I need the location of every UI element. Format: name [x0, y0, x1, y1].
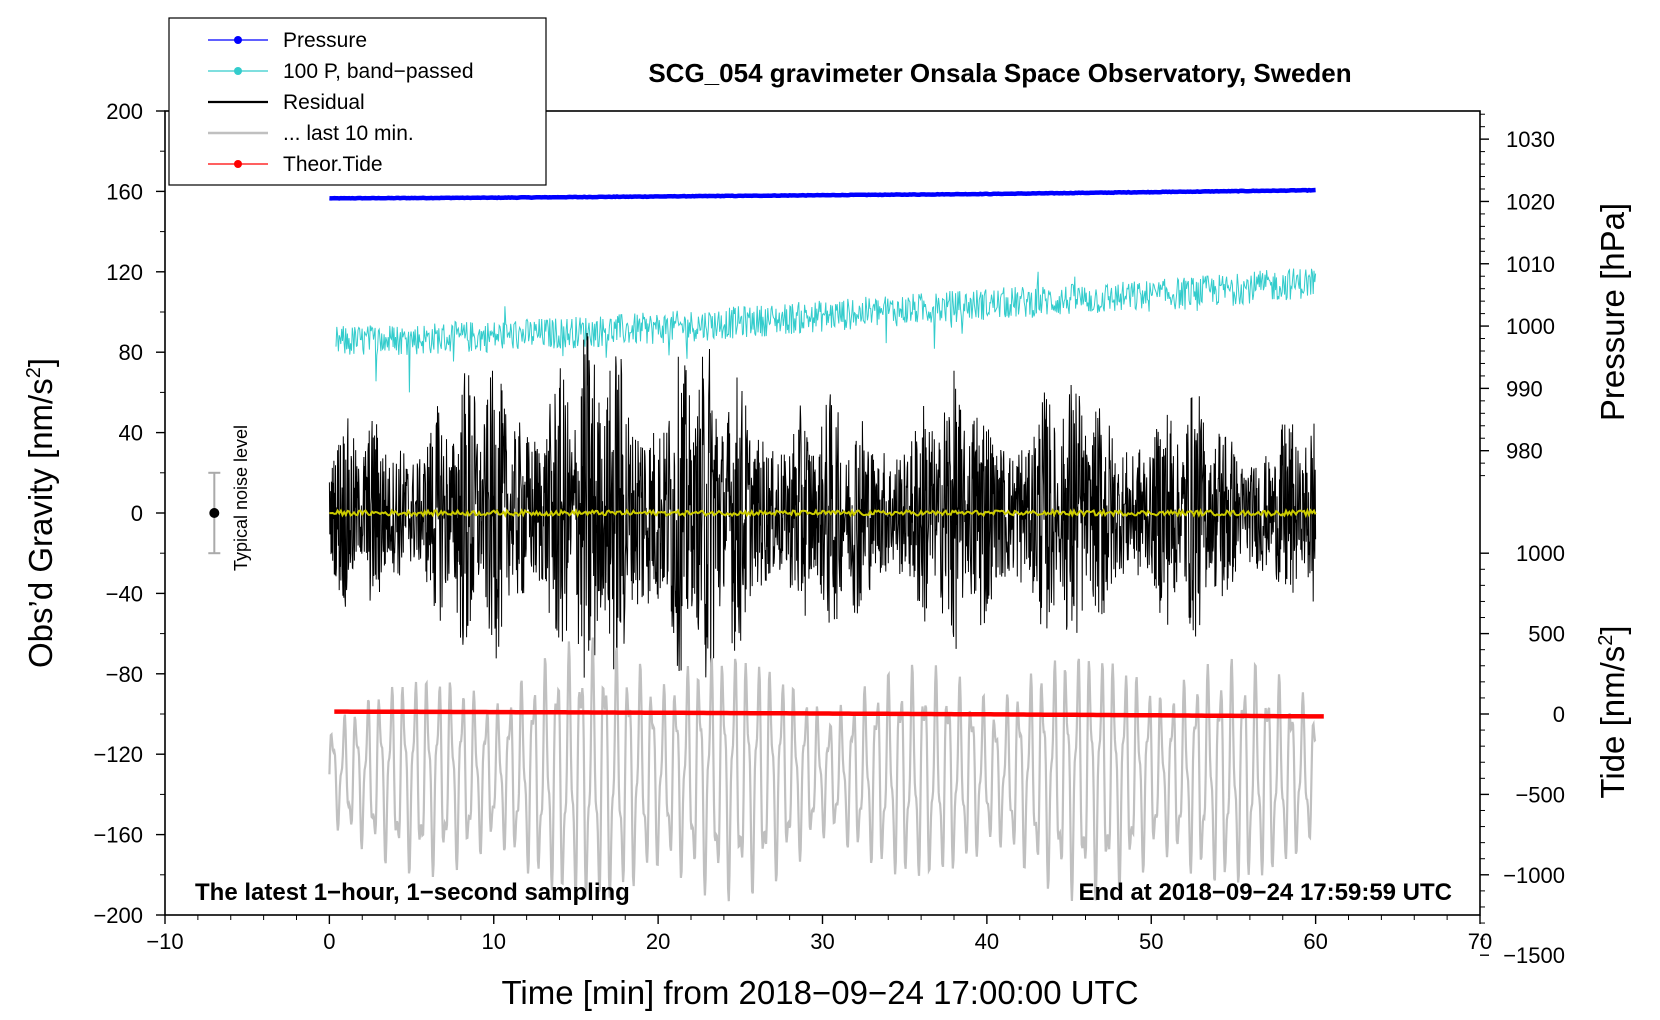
y-tick-label: 120 [106, 260, 143, 285]
pressure-series [329, 187, 1316, 201]
x-tick-label: 20 [646, 929, 670, 954]
tide-axis-title-sup: 2 [1595, 635, 1617, 646]
chart-title: SCG_054 gravimeter Onsala Space Observat… [648, 58, 1351, 88]
legend-label: Pressure [283, 29, 367, 52]
y-tick-label: −120 [93, 742, 143, 767]
legend-swatch-marker [234, 160, 242, 168]
y-tick-label: 200 [106, 99, 143, 124]
tide-tick-label: −500 [1515, 782, 1565, 807]
y-tick-label: 0 [131, 501, 143, 526]
pressure-tick-label: 980 [1506, 439, 1543, 464]
pressure-line [329, 187, 1316, 201]
legend-label: Theor.Tide [283, 153, 383, 176]
sampling-annotation: The latest 1−hour, 1−second sampling [195, 879, 630, 906]
y-axis-title-close: ] [22, 358, 59, 367]
noise-bar-dot [209, 508, 220, 518]
y-tick-label: 160 [106, 179, 143, 204]
residual-series [328, 332, 1317, 686]
bandpassed-line [335, 268, 1317, 393]
y-tick-label: 80 [119, 340, 143, 365]
legend-swatch-marker [234, 67, 242, 75]
legend-label: 100 P, band−passed [283, 60, 474, 83]
pressure-tick-label: 1010 [1506, 252, 1555, 277]
x-tick-label: 50 [1139, 929, 1163, 954]
pressure-tick-label: 990 [1506, 376, 1543, 401]
tide-axis-title: Tide [nm/s2] [1594, 625, 1631, 798]
tide-axis-title-close: ] [1594, 625, 1631, 634]
x-tick-label: 70 [1468, 929, 1492, 954]
theoretical-tide-series [334, 709, 1324, 719]
last-10-min-series [328, 637, 1317, 902]
residual-line [328, 332, 1317, 686]
y-tick-label: −200 [93, 903, 143, 928]
y-tick-label: −80 [106, 662, 143, 687]
y-tick-label: −40 [106, 581, 143, 606]
y-axis-pressure: 980 990 1000 1010 1020 1030 [1480, 113, 1555, 477]
y-axis-title-main: Obs’d Gravity [nm/s [22, 378, 59, 668]
y-axis-title-sup: 2 [23, 367, 45, 378]
pressure-tick-label: 1000 [1506, 314, 1555, 339]
x-tick-label: 60 [1303, 929, 1327, 954]
y-tick-label: −160 [93, 823, 143, 848]
y-axis-tide: −1500 −1000 −500 0 500 1000 [1480, 541, 1565, 968]
y-axis-title: Obs’d Gravity [nm/s2] [22, 358, 59, 668]
last-10-min-line [328, 637, 1317, 902]
legend-swatch-marker [234, 36, 242, 44]
smoothed-residual-line [329, 507, 1317, 519]
tide-tick-label: 0 [1553, 702, 1565, 727]
tide-tick-label: −1000 [1503, 863, 1565, 888]
y-tick-label: 40 [119, 421, 143, 446]
x-tick-label: 40 [975, 929, 999, 954]
tide-axis-title-main: Tide [nm/s [1594, 646, 1631, 799]
x-tick-label: 30 [810, 929, 834, 954]
x-axis-title: Time [min] from 2018−09−24 17:00:00 UTC [501, 974, 1138, 1011]
tide-tick-label: 500 [1528, 622, 1565, 647]
noise-level-indicator [208, 471, 221, 555]
legend-label: Residual [283, 91, 365, 114]
x-tick-label: 0 [323, 929, 335, 954]
end-time-annotation: End at 2018−09−24 17:59:59 UTC [1078, 879, 1452, 906]
smoothed-residual-series [329, 507, 1317, 519]
x-tick-label: −10 [146, 929, 183, 954]
pressure-tick-label: 1030 [1506, 127, 1555, 152]
pressure-tick-label: 1020 [1506, 189, 1555, 214]
legend-label: ... last 10 min. [283, 122, 414, 145]
noise-level-label: Typical noise level [231, 425, 251, 571]
legend: Pressure 100 P, band−passed Residual ... la… [168, 17, 547, 186]
bandpassed-pressure-series [335, 268, 1317, 393]
tide-tick-label: −1500 [1503, 943, 1565, 968]
y-axis-gravity: −200 −160 −120 −80 −40 0 40 80 120 160 200 [93, 99, 165, 928]
tide-line [334, 709, 1324, 719]
tide-tick-label: 1000 [1516, 541, 1565, 566]
pressure-axis-title: Pressure [hPa] [1594, 203, 1631, 421]
x-axis: −10 0 10 20 30 40 50 60 70 [146, 915, 1492, 954]
x-tick-label: 10 [482, 929, 506, 954]
